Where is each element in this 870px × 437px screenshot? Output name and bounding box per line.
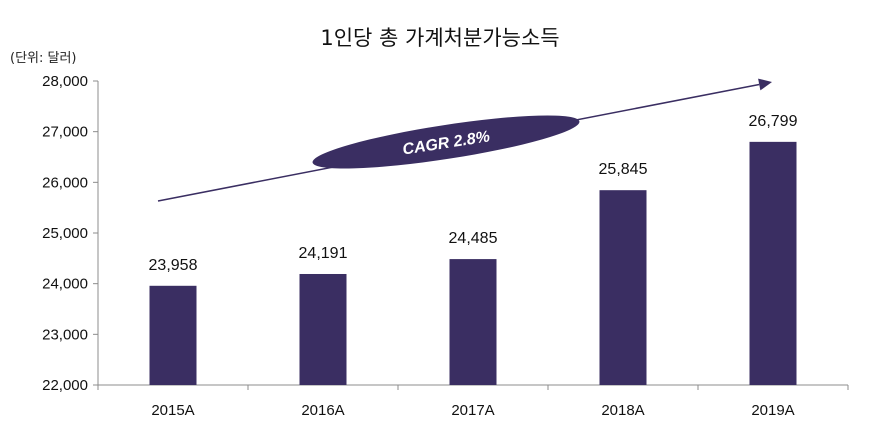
chart-title: 1인당 총 가계처분가능소득 (320, 26, 559, 50)
y-tick-label: 23,000 (42, 326, 88, 343)
y-tick-label: 22,000 (42, 377, 88, 394)
y-tick-label: 28,000 (42, 73, 88, 90)
data-label: 24,191 (299, 245, 348, 262)
x-tick-label: 2017A (451, 402, 494, 419)
data-label: 26,799 (749, 113, 798, 130)
bar (449, 259, 497, 385)
bar (149, 285, 197, 385)
y-tick-label: 27,000 (42, 124, 88, 141)
y-tick-label: 26,000 (42, 174, 88, 191)
unit-label: (단위: 달러) (10, 51, 77, 66)
bar (299, 273, 347, 385)
bar (599, 190, 647, 385)
data-label: 23,958 (149, 257, 198, 274)
trend-arrow-head (758, 78, 772, 91)
x-tick-label: 2015A (151, 402, 194, 419)
data-label: 24,485 (449, 230, 498, 247)
cagr-badge (312, 115, 580, 169)
data-label: 25,845 (599, 161, 648, 178)
y-tick-label: 24,000 (42, 276, 88, 293)
x-tick-label: 2018A (601, 402, 644, 419)
bar (749, 141, 797, 385)
plot-area: 22,000 23,000 24,000 25,000 26,000 27,000 28,0… (42, 73, 849, 419)
x-tick-label: 2016A (301, 402, 344, 419)
y-tick-label: 25,000 (42, 225, 88, 242)
x-tick-label: 2019A (751, 402, 794, 419)
